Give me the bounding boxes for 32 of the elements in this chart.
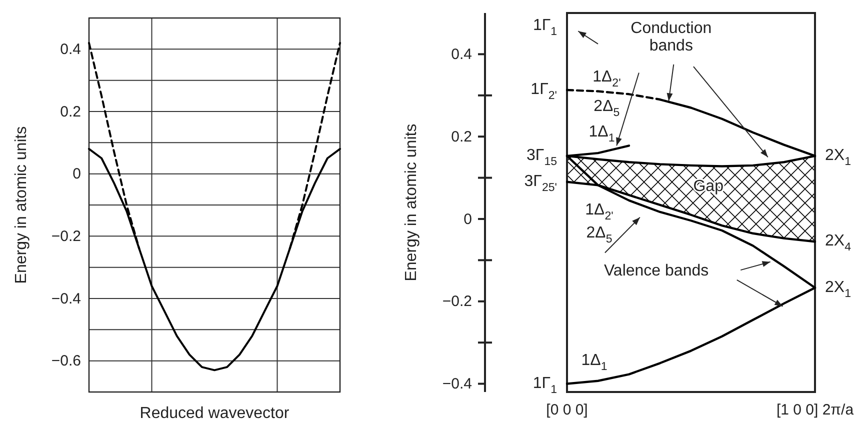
- annotation: 3Γ$_{15}$: [526, 147, 557, 168]
- annotation: 1Δ$_{1}$: [581, 352, 608, 374]
- y-tick-label: −0.2: [51, 228, 81, 245]
- annotation: 2X$_{4}$: [825, 232, 852, 254]
- annotation: 2Δ$_{5}$: [586, 224, 612, 246]
- annotation: 2Δ$_{5}$: [594, 98, 620, 119]
- annotation: 2X$_{1}$: [825, 147, 851, 168]
- y-tick-label: −0.4: [51, 290, 81, 308]
- y-tick-label: 0.2: [60, 103, 81, 120]
- y-tick-label: 0: [464, 210, 472, 228]
- y-axis-title: Energy in atomic units: [403, 124, 420, 282]
- y-axis-title: Energy in atomic units: [13, 126, 30, 284]
- annotation: 2X$_{1}$: [825, 278, 851, 300]
- annotation: 1Γ$_{1}$: [532, 374, 557, 396]
- y-tick-label: −0.4: [442, 376, 472, 393]
- annotation: 1Δ$_{2'}$: [592, 68, 621, 90]
- x-tick-label: [0 0 0]: [546, 402, 588, 419]
- annotation: Conduction bands: [630, 20, 712, 55]
- text: 1Γ$_{1}$: [532, 17, 558, 38]
- x-tick-label: [1 0 0] 2π/a: [776, 402, 854, 419]
- annotation: 1Δ$_{2'}$: [585, 202, 614, 223]
- y-tick-label: 0.4: [451, 46, 472, 63]
- y-tick-label: 0: [72, 166, 81, 183]
- y-tick-label: 0.2: [451, 128, 472, 146]
- annotation: Valence bands: [604, 262, 709, 280]
- y-tick-label: 0.4: [60, 40, 81, 58]
- y-tick-label: −0.2: [442, 293, 472, 310]
- annotation: 3Γ$_{25'}$: [524, 173, 557, 194]
- y-tick-label: −0.6: [51, 352, 81, 370]
- x-axis-title: Reduced wavevector: [140, 405, 290, 422]
- annotation: 1Δ$_{1}$: [588, 124, 615, 145]
- annotation: 1Γ$_{2'}$: [530, 81, 557, 102]
